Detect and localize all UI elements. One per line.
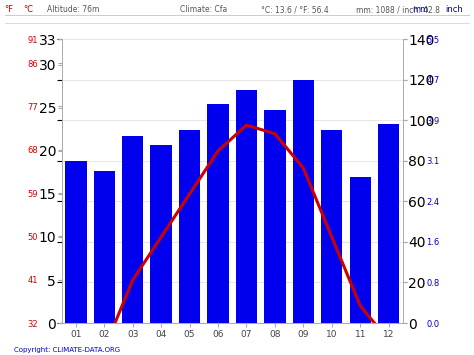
Text: mm: 1088 / inch: 42.8: mm: 1088 / inch: 42.8 xyxy=(356,5,439,14)
Text: Copyright: CLIMATE-DATA.ORG: Copyright: CLIMATE-DATA.ORG xyxy=(14,347,120,353)
Bar xyxy=(264,110,285,323)
Text: °C: °C xyxy=(24,5,34,14)
Text: Climate: Cfa: Climate: Cfa xyxy=(180,5,228,14)
Bar xyxy=(150,144,172,323)
Bar xyxy=(122,136,143,323)
Text: °C: 13.6 / °F: 56.4: °C: 13.6 / °F: 56.4 xyxy=(261,5,328,14)
Bar xyxy=(236,90,257,323)
Bar xyxy=(207,104,228,323)
Bar xyxy=(93,171,115,323)
Text: mm: mm xyxy=(412,5,428,14)
Bar xyxy=(179,130,200,323)
Bar xyxy=(349,177,371,323)
Bar xyxy=(378,124,399,323)
Bar xyxy=(321,130,342,323)
Text: °F: °F xyxy=(5,5,14,14)
Bar xyxy=(292,80,314,323)
Bar xyxy=(65,161,86,323)
Text: inch: inch xyxy=(446,5,463,14)
Text: Altitude: 76m: Altitude: 76m xyxy=(47,5,100,14)
